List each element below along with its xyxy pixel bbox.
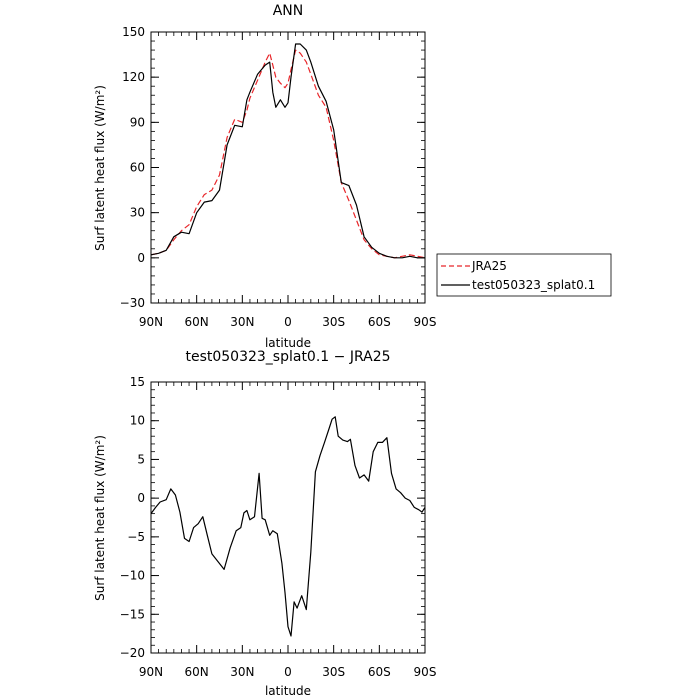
bottom-x-tick-label: 90N (139, 665, 163, 679)
bottom-x-axis-label: latitude (265, 684, 311, 698)
legend-label-test: test050323_splat0.1 (472, 278, 595, 292)
top-series-lines (150, 43, 426, 259)
bottom-y-tick-label: 0 (137, 491, 145, 505)
top-y-tick-label: 60 (130, 161, 145, 175)
top-chart-title: ANN (273, 3, 304, 19)
top-y-tick-label: −30 (120, 296, 145, 310)
bottom-y-tick-label: 10 (130, 414, 145, 428)
top-y-tick-label: 30 (130, 206, 145, 220)
bottom-x-tick-label: 60N (185, 665, 209, 679)
top-y-tick-label: 90 (130, 115, 145, 129)
bottom-axis-ticks: 90N 60N 30N 0 30S 60S 90S −20 −15 −10 −5 0 5 10 15 (120, 375, 437, 679)
bottom-series-line-0 (150, 416, 426, 637)
legend: JRA25 test050323_splat0.1 (436, 253, 612, 297)
legend-label-jra25: JRA25 (471, 259, 507, 273)
top-y-tick-label: 120 (122, 70, 145, 84)
top-axis-ticks: 90N 60N 30N 0 30S 60S 90S −30 0 30 60 90 120 150 (120, 25, 437, 329)
bottom-y-tick-label: −20 (120, 646, 145, 660)
top-x-axis-label: latitude (265, 336, 311, 350)
bottom-y-tick-label: −5 (127, 530, 145, 544)
top-x-tick-label: 90N (139, 315, 163, 329)
top-x-tick-label: 90S (414, 315, 437, 329)
bottom-x-tick-label: 0 (284, 665, 292, 679)
bottom-y-tick-label: −15 (120, 607, 145, 621)
top-panel: ANN Surf latent heat flux (W/m²) latitud… (93, 3, 436, 350)
bottom-y-tick-label: −10 (120, 569, 145, 583)
bottom-x-tick-label: 30N (230, 665, 254, 679)
top-y-tick-label: 150 (122, 25, 145, 39)
top-y-axis-label: Surf latent heat flux (W/m²) (93, 85, 107, 251)
top-series-line-0 (150, 49, 426, 259)
top-x-tick-label: 30S (322, 315, 345, 329)
bottom-series-lines (150, 416, 426, 637)
legend-box (436, 253, 612, 297)
bottom-plot-frame (150, 381, 426, 654)
top-series-line-1 (150, 43, 425, 259)
bottom-panel: test050323_splat0.1 − JRA25 Surf latent … (93, 349, 436, 698)
bottom-y-axis-label: Surf latent heat flux (W/m²) (93, 435, 107, 601)
top-x-tick-label: 30N (230, 315, 254, 329)
top-x-tick-label: 0 (284, 315, 292, 329)
bottom-x-tick-label: 90S (414, 665, 437, 679)
top-y-tick-label: 0 (137, 251, 145, 265)
bottom-x-tick-label: 30S (322, 665, 345, 679)
bottom-y-tick-label: 5 (137, 452, 145, 466)
top-x-tick-label: 60N (185, 315, 209, 329)
bottom-y-tick-label: 15 (130, 375, 145, 389)
bottom-chart-title: test050323_splat0.1 − JRA25 (185, 349, 390, 365)
top-x-tick-label: 60S (368, 315, 391, 329)
top-plot-frame (150, 31, 426, 304)
bottom-x-tick-label: 60S (368, 665, 391, 679)
